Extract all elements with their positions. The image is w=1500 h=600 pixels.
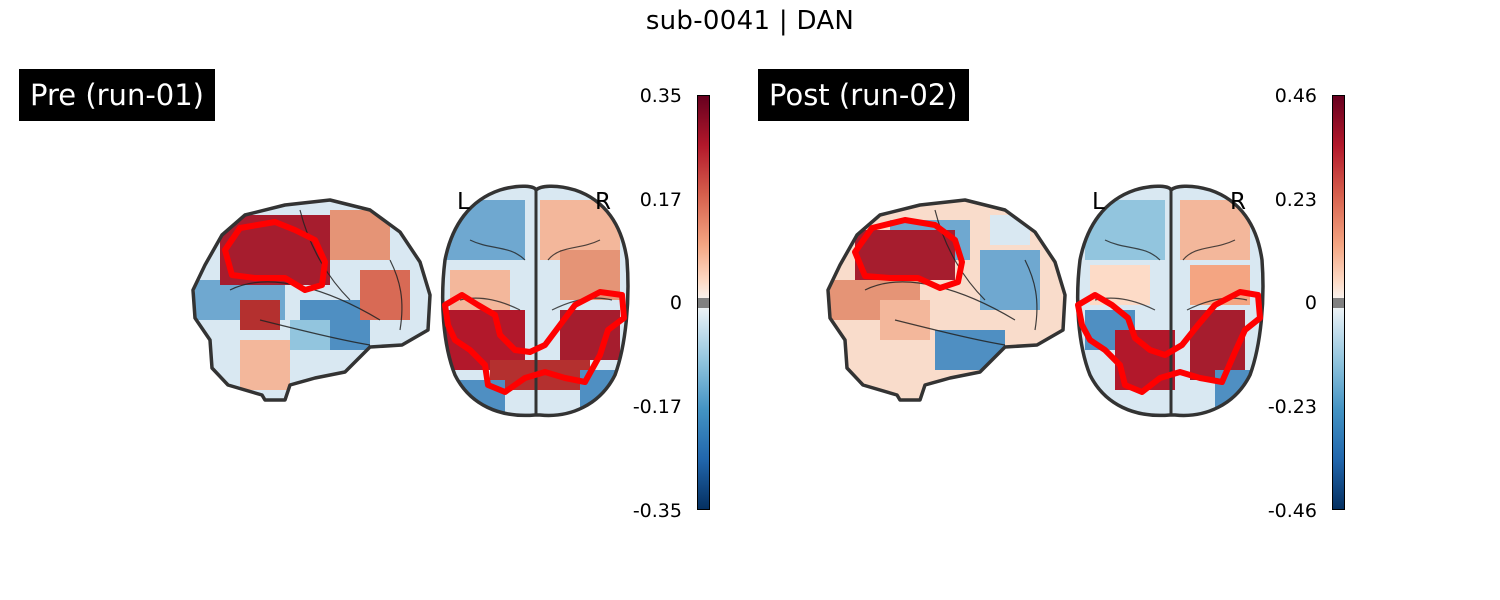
left-hemisphere-label-post: L [1092,189,1105,215]
colorbar-pre-min: -0.35 [632,500,682,522]
colorbar-pre-zero: 0 [669,292,682,314]
colorbar-pre-lower: -0.17 [632,396,682,418]
sagittal-view-pre [193,200,430,400]
colorbar-pre [697,95,710,510]
colorbar-post [1332,95,1345,510]
right-hemisphere-label-post: R [1230,189,1246,215]
colorbar-pre-max: 0.35 [639,85,682,107]
colorbar-pre-upper: 0.17 [639,189,682,211]
colorbar-post-lower: -0.23 [1267,396,1317,418]
network-outline-axial-post [1075,289,1263,395]
network-outline-sagittal-post [852,217,965,291]
colorbar-post-max: 0.46 [1274,85,1317,107]
colorbar-post-min: -0.46 [1267,500,1317,522]
network-outline-sagittal-pre [222,219,328,293]
right-hemisphere-label-pre: R [595,189,611,215]
colorbar-post-upper: 0.23 [1274,189,1317,211]
panel-label-pre: Pre (run-01) [19,69,215,121]
colorbar-post-zero: 0 [1304,292,1317,314]
figure-title: sub-0041 | DAN [645,6,855,36]
network-outline-axial-pre [442,289,627,395]
panel-label-post: Post (run-02) [758,69,969,121]
left-hemisphere-label-pre: L [457,189,470,215]
sagittal-outline-post [826,198,1067,402]
sagittal-outline-pre [191,198,432,402]
